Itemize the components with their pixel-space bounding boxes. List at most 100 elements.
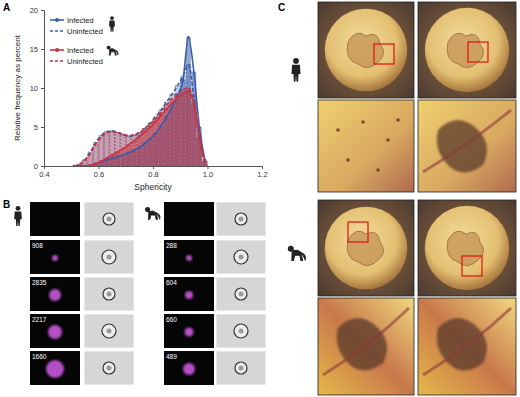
marker	[94, 162, 97, 165]
marker	[171, 105, 174, 108]
x-tick-mark	[262, 166, 263, 169]
monkey-icon	[107, 46, 118, 56]
x-tick-label: 0.6	[94, 170, 104, 179]
cell-image	[235, 362, 247, 374]
y-tick: 0	[34, 162, 44, 171]
y-axis-title: Relative frequency as percent	[13, 34, 22, 141]
x-tick: 0.4	[39, 166, 49, 179]
marker	[100, 161, 103, 164]
marker	[73, 165, 76, 166]
fluorescence-tile	[30, 277, 80, 311]
afm-cell	[325, 9, 408, 92]
cell-image	[234, 324, 248, 338]
cell-nucleus	[239, 329, 244, 334]
human-icon	[14, 206, 22, 226]
event-number: 489	[166, 353, 177, 360]
fluorescence-tile	[30, 314, 80, 348]
bar	[202, 162, 207, 166]
parasite-signal	[49, 289, 61, 301]
afm-cell	[325, 207, 408, 290]
series-line	[74, 88, 205, 166]
x-tick-label: 0.8	[148, 170, 158, 179]
cell-image	[102, 250, 116, 264]
marker	[176, 96, 179, 99]
fluorescence-tile	[30, 240, 80, 274]
bar	[137, 136, 142, 166]
bar	[148, 127, 153, 166]
y-tick-label: 20	[30, 6, 38, 15]
cell-nucleus	[107, 329, 112, 334]
human-icon	[109, 16, 115, 31]
afm-knob	[361, 120, 365, 124]
fluorescence-tile	[30, 351, 80, 385]
marker	[105, 157, 108, 160]
fluorescence-tile	[164, 240, 214, 274]
afm-knob	[376, 168, 380, 172]
marker	[144, 130, 147, 133]
cell-nucleus	[239, 292, 244, 297]
x-tick-label: 1.0	[203, 170, 213, 179]
marker	[138, 135, 141, 138]
parasite-signal	[186, 255, 192, 261]
marker	[84, 165, 87, 166]
bar-series	[77, 88, 207, 166]
icon-head	[293, 58, 299, 64]
parasite-signal	[183, 363, 195, 375]
bar	[115, 152, 120, 166]
y-tick-mark	[41, 127, 44, 128]
cell-image	[103, 213, 115, 225]
bar	[164, 109, 169, 166]
afm-knob	[396, 118, 400, 122]
event-number: 2835	[32, 279, 47, 286]
parasite-signal	[48, 325, 62, 339]
panel-b: 908283522171660288604660489	[14, 202, 266, 385]
marker	[116, 155, 119, 158]
marker	[193, 102, 196, 105]
event-number: 604	[166, 279, 177, 286]
y-tick-label: 15	[30, 45, 38, 54]
afm-knob	[386, 138, 390, 142]
marker	[116, 151, 119, 154]
marker	[193, 71, 196, 74]
series-line	[74, 65, 205, 166]
cell-image	[235, 213, 247, 225]
parasite-signal	[46, 360, 64, 378]
bar	[186, 37, 191, 166]
panel-label: B	[3, 199, 10, 210]
marker	[154, 132, 157, 135]
cell-image	[103, 288, 115, 300]
brightfield-tile	[216, 277, 266, 311]
parasite-signal	[185, 328, 194, 337]
legend-entry: Infected	[50, 16, 94, 25]
cell-nucleus	[239, 217, 244, 222]
event-number: 2217	[32, 316, 47, 323]
series-line	[74, 91, 205, 166]
icon-body	[291, 65, 300, 82]
bar-series	[88, 37, 207, 166]
figure: ABC0.40.60.81.01.205101520SphericityRela…	[0, 0, 520, 397]
marker	[160, 124, 163, 127]
marker	[182, 92, 185, 95]
x-axis-line	[45, 167, 263, 170]
marker	[144, 142, 147, 145]
monkey-icon	[145, 207, 160, 219]
icon-body	[109, 49, 118, 56]
y-axis: 05101520	[30, 6, 45, 171]
icon-head	[16, 206, 21, 211]
brightfield-tile	[216, 202, 266, 236]
marker	[127, 151, 130, 154]
x-tick-mark	[208, 166, 209, 169]
marker	[133, 149, 136, 152]
bar	[175, 96, 180, 166]
bar	[142, 132, 147, 166]
marker	[78, 165, 81, 166]
marker	[149, 137, 152, 140]
marker	[94, 162, 97, 165]
bar	[170, 103, 175, 166]
fluorescence-tile	[164, 202, 214, 236]
panel-a: 0.40.60.81.01.205101520SphericityRelativ…	[13, 6, 268, 192]
legend-marker	[55, 48, 59, 52]
y-tick-mark	[41, 49, 44, 50]
bar	[126, 145, 131, 166]
brightfield-tile	[84, 240, 134, 274]
